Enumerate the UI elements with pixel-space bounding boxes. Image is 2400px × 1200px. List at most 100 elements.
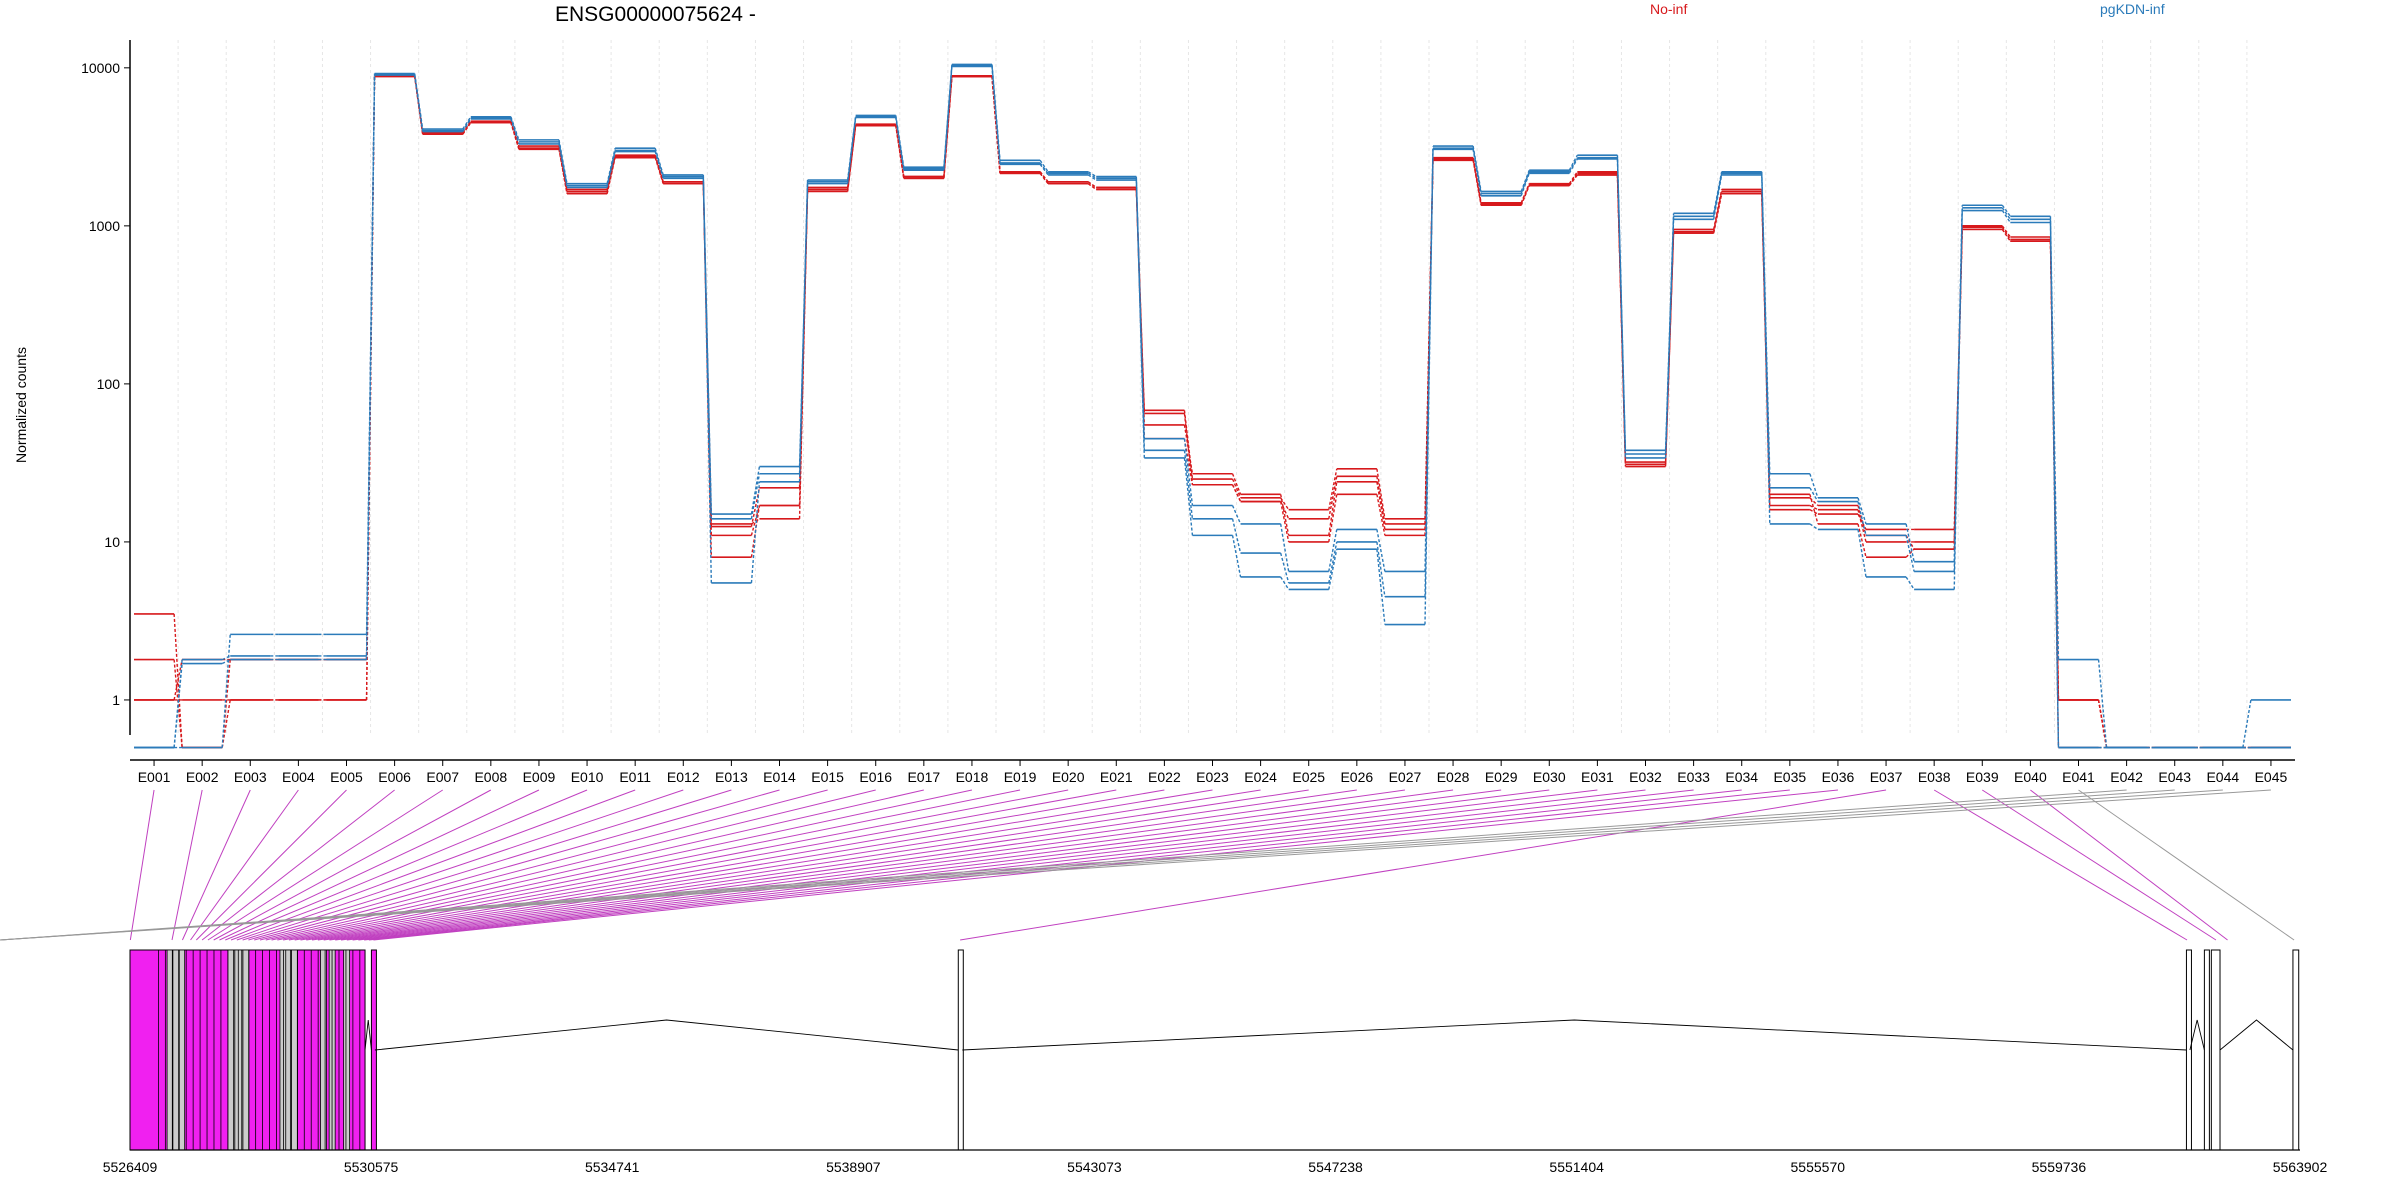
series-transition: [1472, 158, 1482, 206]
exon-label: E043: [2158, 769, 2191, 785]
exon-label: E011: [619, 769, 651, 785]
y-tick-label: 1: [112, 692, 120, 708]
series-transition: [462, 121, 472, 134]
series-transition: [1039, 162, 1049, 174]
series-transition: [1953, 207, 1963, 572]
y-axis-label: Normalized counts: [13, 347, 29, 463]
series-transition: [2001, 225, 2011, 238]
series-transition: [991, 64, 1001, 161]
exon-block: [2210, 949, 2221, 1151]
exon-connector: [283, 789, 1069, 941]
series-transition: [1520, 169, 1530, 192]
genomic-tick-label: 5551404: [1549, 1159, 1604, 1175]
series-transition: [798, 181, 809, 474]
y-tick-label: 10: [104, 534, 120, 550]
series-transition: [1857, 523, 1867, 558]
chart-title: ENSG00000075624 -: [555, 3, 756, 26]
series-transition: [1809, 487, 1819, 502]
series-transition: [1424, 149, 1434, 625]
series-pgkdn-inf: [134, 65, 2291, 749]
exon-label: E036: [1822, 769, 1855, 785]
series-transition: [1231, 505, 1242, 525]
series-transition: [1376, 476, 1386, 525]
series-transition: [1280, 501, 1290, 520]
genomic-tick-label: 5559736: [2032, 1159, 2087, 1175]
series-transition: [221, 634, 231, 748]
exon-label: E042: [2110, 769, 2143, 785]
exon-label: E007: [426, 769, 459, 785]
exon-label: E044: [2206, 769, 2239, 785]
exon-label: E010: [571, 769, 604, 785]
series-transition: [413, 74, 424, 132]
exon-connector: [195, 789, 347, 941]
series-transition: [558, 149, 568, 194]
series-transition: [1809, 497, 1819, 507]
series-transition: [1039, 163, 1049, 176]
series-transition: [846, 124, 857, 190]
series-transition: [895, 117, 905, 171]
exon-block: [242, 949, 250, 1151]
exon-connector: [219, 789, 540, 941]
genomic-tick-label: 5563902: [2273, 1159, 2328, 1175]
series-transition: [1520, 173, 1530, 197]
series-transition: [1520, 185, 1530, 206]
vertical-grid: [177, 40, 2248, 735]
exon-label: E006: [378, 769, 411, 785]
series-transition: [1231, 518, 1242, 554]
gene-model: [129, 949, 2300, 1151]
series-transition: [1376, 541, 1386, 597]
series-transition: [1183, 450, 1194, 519]
exon-connector: [1982, 789, 2217, 941]
series-pgkdn-inf: [134, 63, 2291, 749]
genomic-tick-label: 5555570: [1791, 1159, 1846, 1175]
genomic-tick-label: 5543073: [1067, 1159, 1122, 1175]
exon-label: E019: [1004, 769, 1037, 785]
series-transition: [1376, 481, 1386, 530]
exon-label: E001: [138, 769, 171, 785]
series-transition: [558, 148, 568, 192]
exon-connector: [236, 789, 684, 941]
series-transition: [1857, 505, 1867, 536]
series-transition: [1712, 174, 1723, 220]
exon-block: [2185, 949, 2192, 1151]
series-transition: [1279, 523, 1290, 572]
exon-label: E027: [1389, 769, 1422, 785]
exon-block: [279, 949, 287, 1151]
series-transition: [462, 116, 472, 130]
series-transition: [1087, 171, 1097, 178]
series-transition: [798, 183, 809, 467]
series-transition: [1857, 509, 1867, 543]
series-transition: [365, 75, 376, 660]
genomic-axis: 5526409 5530575 5534741 5538907 5543073 55472…: [103, 1149, 2328, 1175]
series-transition: [2001, 228, 2011, 242]
exon-label: E018: [956, 769, 989, 785]
series-transition: [2001, 226, 2011, 240]
exon-connector: [335, 789, 1502, 941]
legend-entry-pgkdn-inf: pgKDN-inf: [2100, 1, 2165, 17]
exon-connector: [242, 789, 732, 941]
series-transition: [558, 143, 568, 188]
exon-label: E034: [1725, 769, 1758, 785]
exon-label: E017: [907, 769, 940, 785]
series-transition: [1376, 529, 1386, 572]
exon-connector: [368, 789, 1790, 941]
genomic-tick-label: 5547238: [1308, 1159, 1363, 1175]
series-transition: [1183, 457, 1194, 536]
series-transition: [1857, 501, 1867, 536]
exon-block: [2292, 949, 2300, 1151]
series-transition: [462, 118, 472, 132]
series-transition: [2242, 699, 2252, 748]
exon-connector: [2078, 789, 2295, 941]
series-transition: [702, 174, 713, 583]
exon-label: E031: [1581, 769, 1614, 785]
series-transition: [750, 466, 761, 515]
exon-connector: [358, 789, 1694, 941]
intron-line: [364, 1019, 372, 1051]
exon-label: E040: [2014, 769, 2047, 785]
series-transition: [1328, 541, 1338, 584]
exon-connector: [323, 789, 1406, 941]
series-transition: [1761, 174, 1771, 524]
exon-connector: [960, 789, 1887, 941]
series-transition: [1328, 549, 1338, 590]
series-transition: [606, 151, 616, 188]
